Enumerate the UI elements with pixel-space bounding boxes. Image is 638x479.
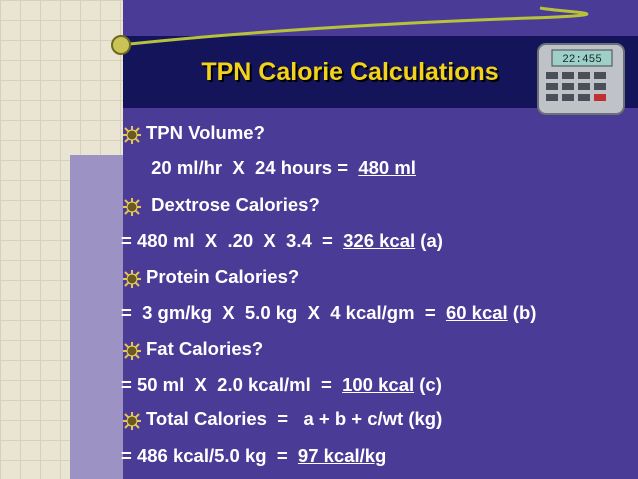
text: = 486 kcal/5.0 kg = (121, 445, 298, 466)
result: 326 kcal (343, 230, 416, 251)
bullet (123, 198, 141, 216)
text: Total Calories = a + b + c/wt (kg) (146, 408, 443, 429)
bullet (123, 270, 141, 288)
result: 480 ml (358, 157, 416, 178)
text: (c) (414, 374, 442, 395)
calc-keys (546, 72, 606, 101)
text: (a) (415, 230, 443, 251)
calc-display: 22:455 (562, 54, 602, 66)
curve (119, 6, 589, 47)
text: Fat Calories? (146, 338, 264, 359)
heading-line: Protein Calories? (146, 266, 299, 288)
heading-line: Fat Calories? (146, 338, 263, 360)
ornament (111, 35, 131, 55)
text: Protein Calories? (146, 266, 300, 287)
text: = 50 ml X 2.0 kcal/ml = (121, 374, 343, 395)
heading-line: TPN Volume? (146, 122, 265, 144)
text: = 480 ml X .20 X 3.4 = (121, 230, 344, 251)
bullet (123, 126, 141, 144)
text: 20 ml/hr X 24 hours = (146, 157, 359, 178)
heading-line: Total Calories = a + b + c/wt (kg) (146, 408, 442, 430)
result: 60 kcal (445, 302, 508, 323)
calc-line: 20 ml/hr X 24 hours = 480 ml (146, 157, 416, 179)
text: = 3 gm/kg X 5.0 kg X 4 kcal/gm = (121, 302, 446, 323)
decor-curve (111, 6, 589, 55)
left-accent (70, 155, 123, 479)
bullet (123, 412, 141, 430)
text: (b) (507, 302, 537, 323)
calc-line: = 480 ml X .20 X 3.4 = 326 kcal (a) (121, 230, 443, 252)
bullet (123, 342, 141, 360)
result: 97 kcal/kg (297, 445, 387, 466)
result: 100 kcal (342, 374, 415, 395)
calc-line: = 3 gm/kg X 5.0 kg X 4 kcal/gm = 60 kcal… (121, 302, 536, 324)
text: Dextrose Calories? (146, 194, 320, 215)
calculator: 22:455 (537, 43, 625, 115)
calc-line: = 486 kcal/5.0 kg = 97 kcal/kg (121, 445, 386, 467)
text: TPN Volume? (146, 122, 265, 143)
calc-screen (551, 49, 613, 67)
calc-line: = 50 ml X 2.0 kcal/ml = 100 kcal (c) (121, 374, 442, 396)
title: TPN Calorie Calculations (201, 58, 499, 86)
heading-line: Dextrose Calories? (146, 194, 320, 216)
